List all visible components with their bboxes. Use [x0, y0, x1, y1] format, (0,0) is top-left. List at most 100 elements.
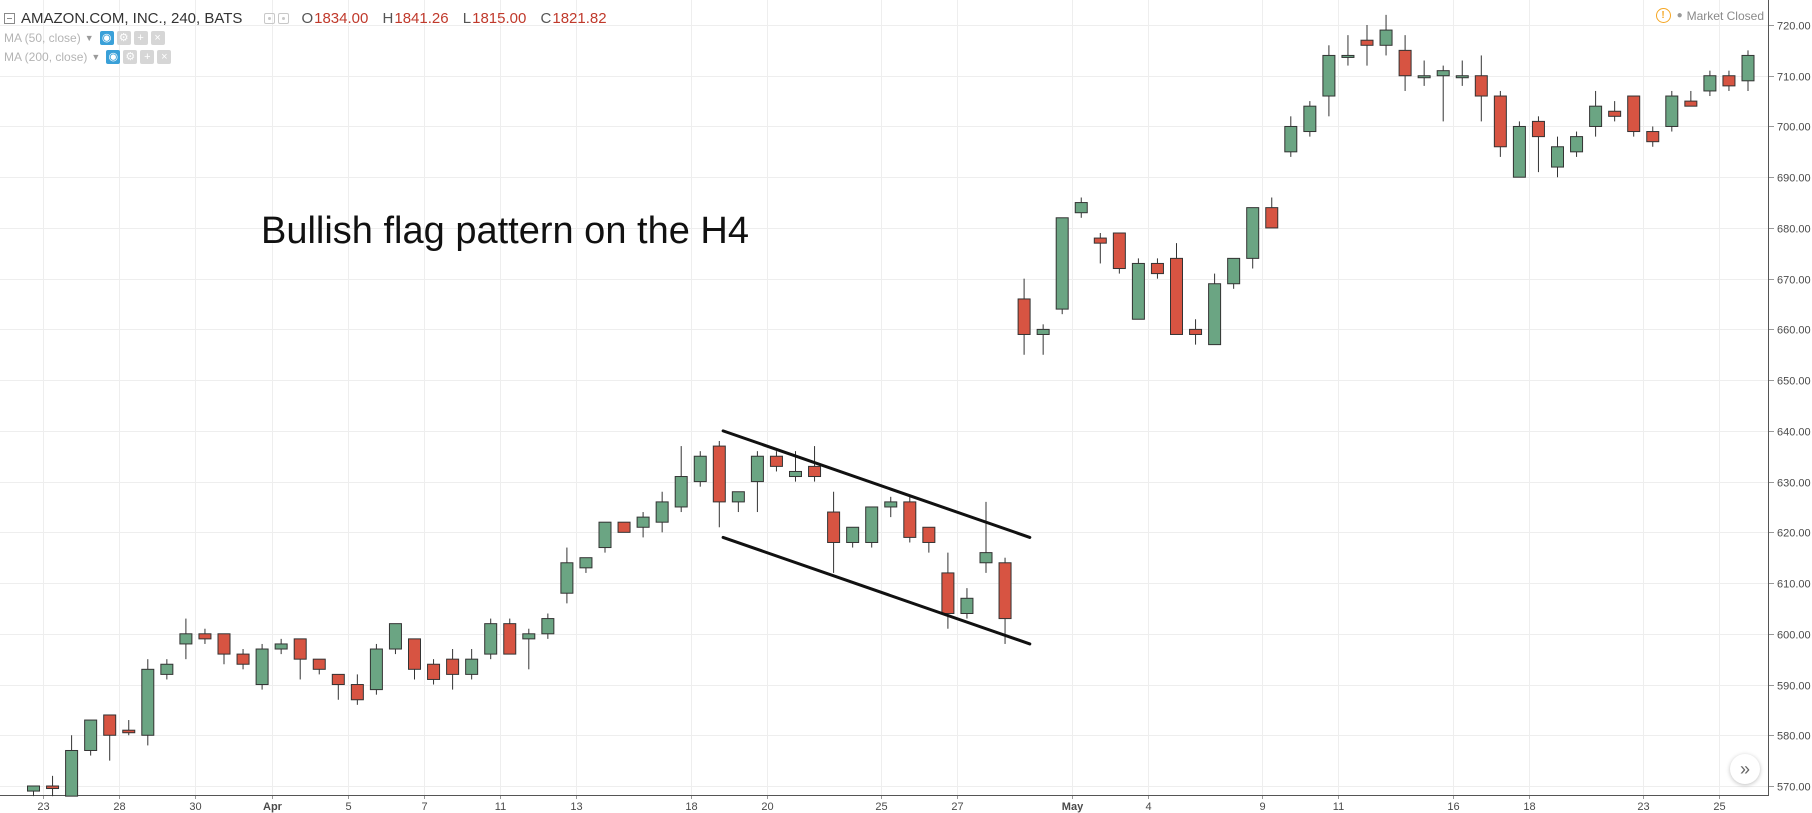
eye-icon[interactable]: ◉	[99, 30, 114, 45]
candle-body	[884, 501, 898, 508]
y-tick-label: 660.00	[1777, 325, 1811, 337]
x-tick-label: Apr	[263, 801, 283, 813]
candle-body	[141, 668, 155, 736]
open-key: O	[301, 9, 314, 27]
x-tick-label: 23	[1637, 801, 1649, 813]
x-tick-label: 16	[1447, 801, 1459, 813]
candle	[274, 638, 288, 655]
candle	[617, 521, 631, 533]
y-tick-label: 680.00	[1777, 224, 1811, 236]
candle	[655, 491, 669, 533]
high-key: H	[382, 9, 394, 27]
candle	[198, 628, 212, 644]
candle-body	[84, 719, 98, 751]
indicator-ma-200[interactable]: MA (200, close) ▼ ◉ ⚙ + ×	[4, 47, 617, 66]
candle-body	[293, 638, 307, 660]
eye-icon[interactable]: ◉	[106, 49, 121, 64]
indicator-ma-50[interactable]: MA (50, close) ▼ ◉ ⚙ + ×	[4, 28, 617, 47]
flag-trendline[interactable]	[721, 429, 1032, 539]
candle	[1703, 70, 1717, 97]
plus-icon[interactable]: +	[133, 30, 148, 45]
candle-body	[465, 658, 479, 675]
candle	[293, 638, 307, 680]
candle	[1112, 232, 1126, 274]
candle-body	[960, 597, 974, 615]
candle-body	[769, 455, 783, 467]
candle	[1246, 207, 1260, 269]
candle-body	[27, 785, 40, 792]
candle-body	[427, 663, 441, 680]
candle-body	[1170, 257, 1183, 335]
candle-body	[636, 516, 650, 528]
indicator-label[interactable]: MA (200, close)	[4, 49, 88, 64]
candle	[1646, 126, 1660, 147]
candle-body	[903, 501, 917, 538]
candle-body	[1303, 105, 1317, 133]
candle	[388, 623, 402, 655]
candle	[1227, 257, 1241, 289]
double-chevron-right-icon: »	[1739, 758, 1750, 779]
flag-trendline[interactable]	[721, 535, 1032, 646]
close-icon[interactable]: ×	[150, 30, 165, 45]
candle	[1474, 55, 1488, 122]
candle	[446, 649, 460, 690]
candle-body	[808, 465, 822, 478]
candle	[1627, 95, 1641, 137]
candle-body	[179, 633, 193, 645]
x-tick-label: 30	[189, 801, 201, 813]
x-tick-label: 5	[345, 801, 351, 813]
scroll-to-realtime-button[interactable]: »	[1730, 754, 1760, 784]
candle	[750, 451, 764, 513]
settings-icon[interactable]	[278, 12, 290, 24]
candle-body	[598, 521, 612, 549]
close-icon[interactable]: ×	[157, 49, 172, 64]
candle-body	[46, 785, 60, 790]
x-tick-label: 28	[113, 801, 125, 813]
collapse-legend-icon[interactable]	[4, 12, 15, 24]
candle-body	[1493, 95, 1507, 148]
candle-body	[350, 684, 364, 701]
candle-body	[503, 623, 517, 655]
indicator-label[interactable]: MA (50, close)	[4, 30, 81, 45]
candle	[1055, 217, 1069, 315]
chevron-down-icon[interactable]: ▼	[91, 51, 101, 62]
plus-icon[interactable]: +	[140, 49, 155, 64]
settings-icon[interactable]: ⚙	[116, 30, 131, 45]
candle	[598, 521, 612, 553]
candle	[350, 674, 364, 705]
candle	[46, 775, 60, 797]
candle	[1265, 197, 1279, 229]
candle	[1150, 258, 1164, 279]
y-tick-label: 630.00	[1777, 478, 1811, 490]
market-status[interactable]: ! ● Market Closed	[1655, 8, 1764, 23]
y-tick-label: 700.00	[1777, 122, 1811, 134]
symbol-title[interactable]: AMAZON.COM, INC., 240, BATS	[21, 9, 243, 27]
candle-body	[674, 476, 688, 508]
candle-body	[750, 455, 764, 483]
candle	[1741, 50, 1755, 91]
chevron-down-icon[interactable]: ▼	[84, 32, 94, 43]
candle-body	[865, 506, 879, 543]
candle	[1379, 14, 1393, 56]
candle-body	[617, 521, 631, 533]
candle	[236, 649, 250, 670]
x-tick-label: 18	[685, 801, 697, 813]
candle	[865, 506, 879, 548]
candle-body	[1551, 146, 1564, 168]
candle-body	[998, 562, 1012, 620]
y-tick-label: 670.00	[1777, 275, 1811, 287]
x-tick-label: 18	[1523, 801, 1535, 813]
candle-body	[1570, 136, 1584, 153]
settings-icon[interactable]: ⚙	[123, 49, 138, 64]
candle	[960, 588, 974, 619]
chart-annotation: Bullish flag pattern on the H4	[261, 210, 749, 252]
candle	[769, 451, 783, 472]
x-tick-label: 9	[1259, 801, 1265, 813]
visibility-icon[interactable]	[264, 12, 276, 24]
candle	[674, 446, 688, 513]
candle	[1131, 258, 1145, 320]
candle-body	[1436, 70, 1450, 77]
candle-body	[1246, 207, 1260, 259]
